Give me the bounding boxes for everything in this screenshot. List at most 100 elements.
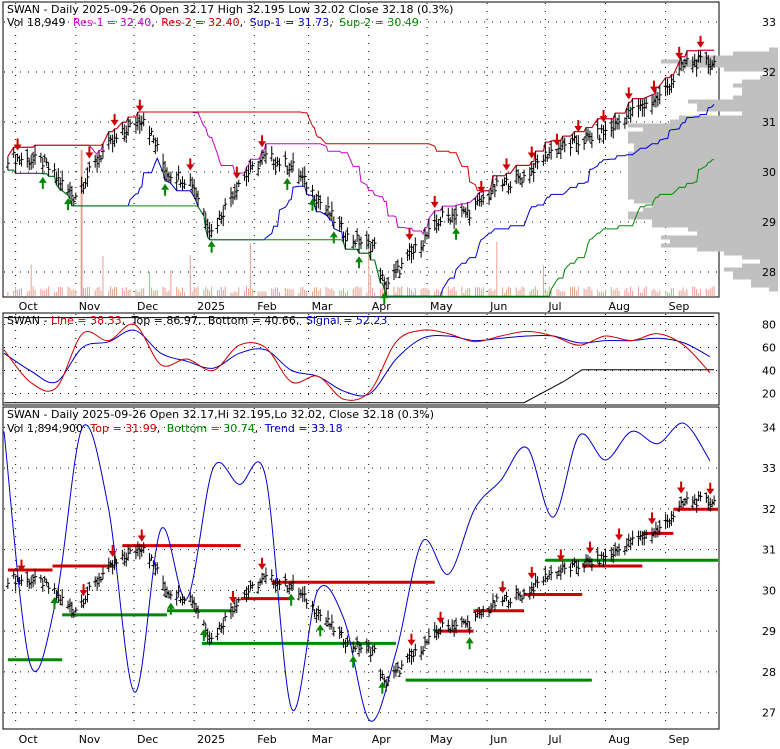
oscillator-line (3, 323, 711, 401)
sell-arrow (599, 110, 608, 123)
volume-profile (628, 47, 778, 292)
volume-profile-bar (697, 107, 778, 112)
volume-profile-bar (628, 211, 778, 216)
volume-profile-bar (742, 91, 778, 96)
price-arrows (13, 35, 705, 305)
y-tick-label: 30 (762, 584, 776, 597)
price-y-ticks: 28 29 30 31 32 33 (762, 16, 776, 279)
buy-arrow (316, 624, 325, 637)
volume-profile-bar (697, 103, 778, 108)
y-tick-label: 28 (762, 666, 776, 679)
y-tick-label: 29 (762, 216, 776, 229)
x-tick-label: May (430, 733, 453, 745)
x-tick-label: Dec (137, 733, 158, 745)
volume-profile-bar (724, 251, 778, 256)
res2-line (7, 49, 715, 192)
volume-profile-bar (628, 191, 778, 196)
volume-profile-bar (697, 247, 778, 252)
panel1-legend: Vol 18,949 Res-1 = 32.40, Res-2 = 32.40,… (7, 16, 419, 29)
sell-arrow (137, 529, 146, 542)
volume-profile-bar (652, 219, 778, 224)
panel3-volume: Vol 1,894,900 (7, 422, 83, 435)
volume-profile-bar (643, 207, 778, 212)
volume-profile-bar (628, 159, 778, 164)
sell-arrow (556, 549, 565, 562)
trend-curve (3, 422, 711, 722)
sell-arrow (552, 133, 561, 146)
x-tick-label: Jun (489, 733, 507, 745)
buy-arrow (452, 227, 461, 240)
x-tick-label: Jun (489, 300, 507, 313)
panel1-sup2: Sup-2 = 30.49 (339, 16, 419, 29)
price-bars (5, 50, 717, 297)
trend-line (3, 422, 711, 722)
volume-profile-bar (628, 171, 778, 176)
sell-arrow (585, 541, 594, 554)
volume-profile-bar (742, 111, 778, 116)
oscillator-top-line (4, 315, 714, 319)
volume-profile-bar (628, 135, 778, 140)
panel1-sup1: Sup-1 = 31.73 (250, 16, 330, 29)
sell-arrow (677, 481, 686, 494)
buy-arrow (349, 655, 358, 668)
sell-arrow (624, 87, 633, 100)
volume-profile-bar (688, 63, 778, 68)
volume-profile-bar (628, 123, 778, 128)
x-tick-label: 2025 (197, 733, 225, 745)
price-x-labels: Oct Nov Dec 2025 Feb Mar Apr May Jun Jul Aug Sep (19, 300, 690, 313)
price-level-lines (7, 49, 715, 297)
volume-profile-bar (661, 243, 778, 248)
sell-arrow (258, 557, 267, 570)
panel2-line: Line = 38.33 (51, 314, 122, 327)
sell-arrow (615, 528, 624, 541)
volume-profile-bar (742, 263, 778, 268)
y-tick-label: 27 (762, 707, 776, 720)
sell-arrow (649, 80, 658, 93)
volume-profile-bar (742, 255, 778, 260)
volume-profile-bar (628, 175, 778, 180)
buy-arrow (308, 198, 317, 211)
panel-trend-frame (2, 406, 720, 730)
y-tick-label: 34 (762, 421, 776, 434)
x-tick-label: Dec (137, 300, 158, 313)
volume-profile-bar (628, 187, 778, 192)
sell-arrow (527, 566, 536, 579)
panel2-title: SWAN - (7, 314, 51, 327)
buy-arrow (283, 177, 292, 190)
x-tick-label: Aug (608, 733, 629, 745)
sell-arrow (430, 195, 439, 208)
x-tick-label: Mar (312, 300, 333, 313)
buy-arrow (38, 176, 47, 189)
sell-arrow (502, 158, 511, 171)
y-tick-label: 33 (762, 16, 776, 29)
y-tick-label: 33 (762, 462, 776, 475)
sell-arrow (706, 482, 715, 495)
x-tick-label: Sep (669, 733, 690, 745)
sell-arrow (186, 158, 195, 171)
panel3-trend: Trend = 33.18 (264, 422, 343, 435)
volume-profile-bar (628, 163, 778, 168)
price-grid (4, 3, 718, 296)
sell-arrow (436, 611, 445, 624)
x-tick-label: Nov (79, 733, 101, 745)
sell-arrow (477, 180, 486, 193)
volume-profile-bar (643, 127, 778, 132)
volume-profile-bar (628, 183, 778, 188)
volume-profile-bar (760, 75, 778, 80)
oscillator-signal (3, 329, 711, 397)
trend-x-labels: Oct Nov Dec 2025 Feb Mar Apr May Jun Jul Aug Sep (19, 733, 690, 746)
volume-profile-bar (769, 71, 778, 76)
volume-profile-bar (742, 79, 778, 84)
sell-arrow (108, 544, 117, 557)
buy-arrow (64, 198, 73, 211)
sell-arrow (13, 138, 22, 151)
buy-arrow (166, 602, 175, 615)
volume-profile-bar (733, 83, 778, 88)
volume-profile-bar (628, 151, 778, 156)
x-tick-label: 2025 (197, 300, 225, 313)
y-tick-label: 28 (762, 266, 776, 279)
panel3-bottom: Bottom = 30.74 (167, 422, 255, 435)
sell-arrow (228, 591, 237, 604)
sell-arrow (110, 113, 119, 126)
